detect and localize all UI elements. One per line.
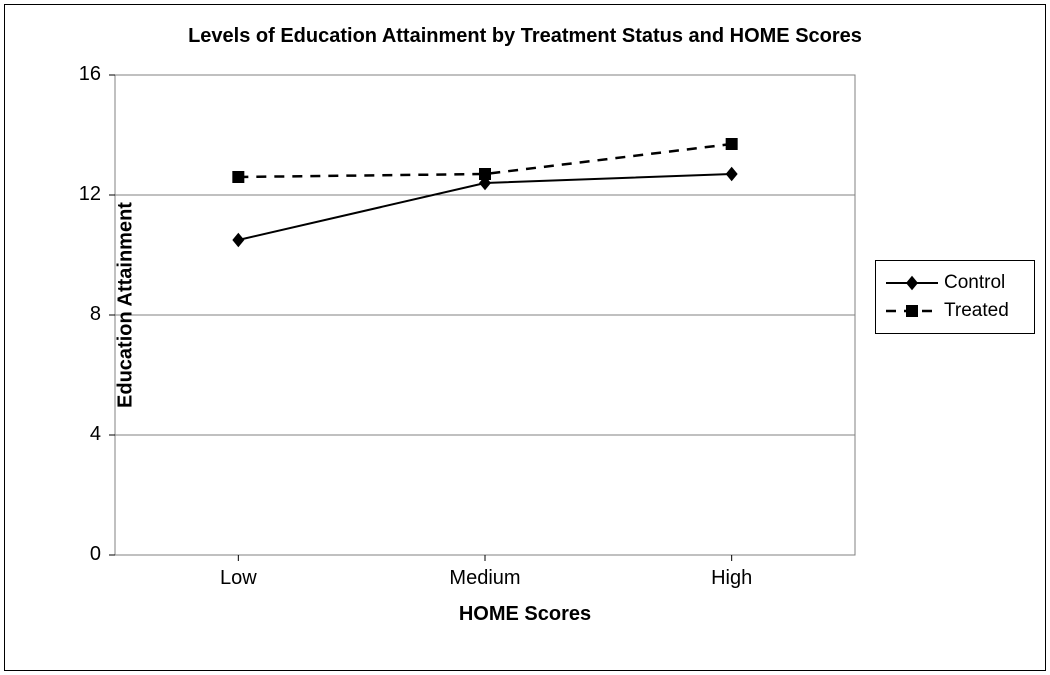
y-tick-label: 0 xyxy=(90,543,101,566)
legend-item: Treated xyxy=(886,297,1024,325)
chart-container: Levels of Education Attainment by Treatm… xyxy=(4,4,1046,671)
legend: Control Treated xyxy=(875,260,1035,334)
x-tick-label: High xyxy=(682,567,782,590)
legend-swatch xyxy=(886,301,938,321)
legend-item: Control xyxy=(886,269,1024,297)
y-tick-label: 16 xyxy=(79,63,101,86)
x-tick-label: Medium xyxy=(435,567,535,590)
x-tick-label: Low xyxy=(188,567,288,590)
y-tick-label: 12 xyxy=(79,183,101,206)
y-axis-label: Education Attainment xyxy=(114,202,137,408)
y-tick-label: 4 xyxy=(90,423,101,446)
legend-label: Treated xyxy=(944,300,1009,322)
legend-label: Control xyxy=(944,272,1005,294)
x-axis-label: HOME Scores xyxy=(5,603,1045,626)
legend-swatch xyxy=(886,273,938,293)
y-tick-label: 8 xyxy=(90,303,101,326)
